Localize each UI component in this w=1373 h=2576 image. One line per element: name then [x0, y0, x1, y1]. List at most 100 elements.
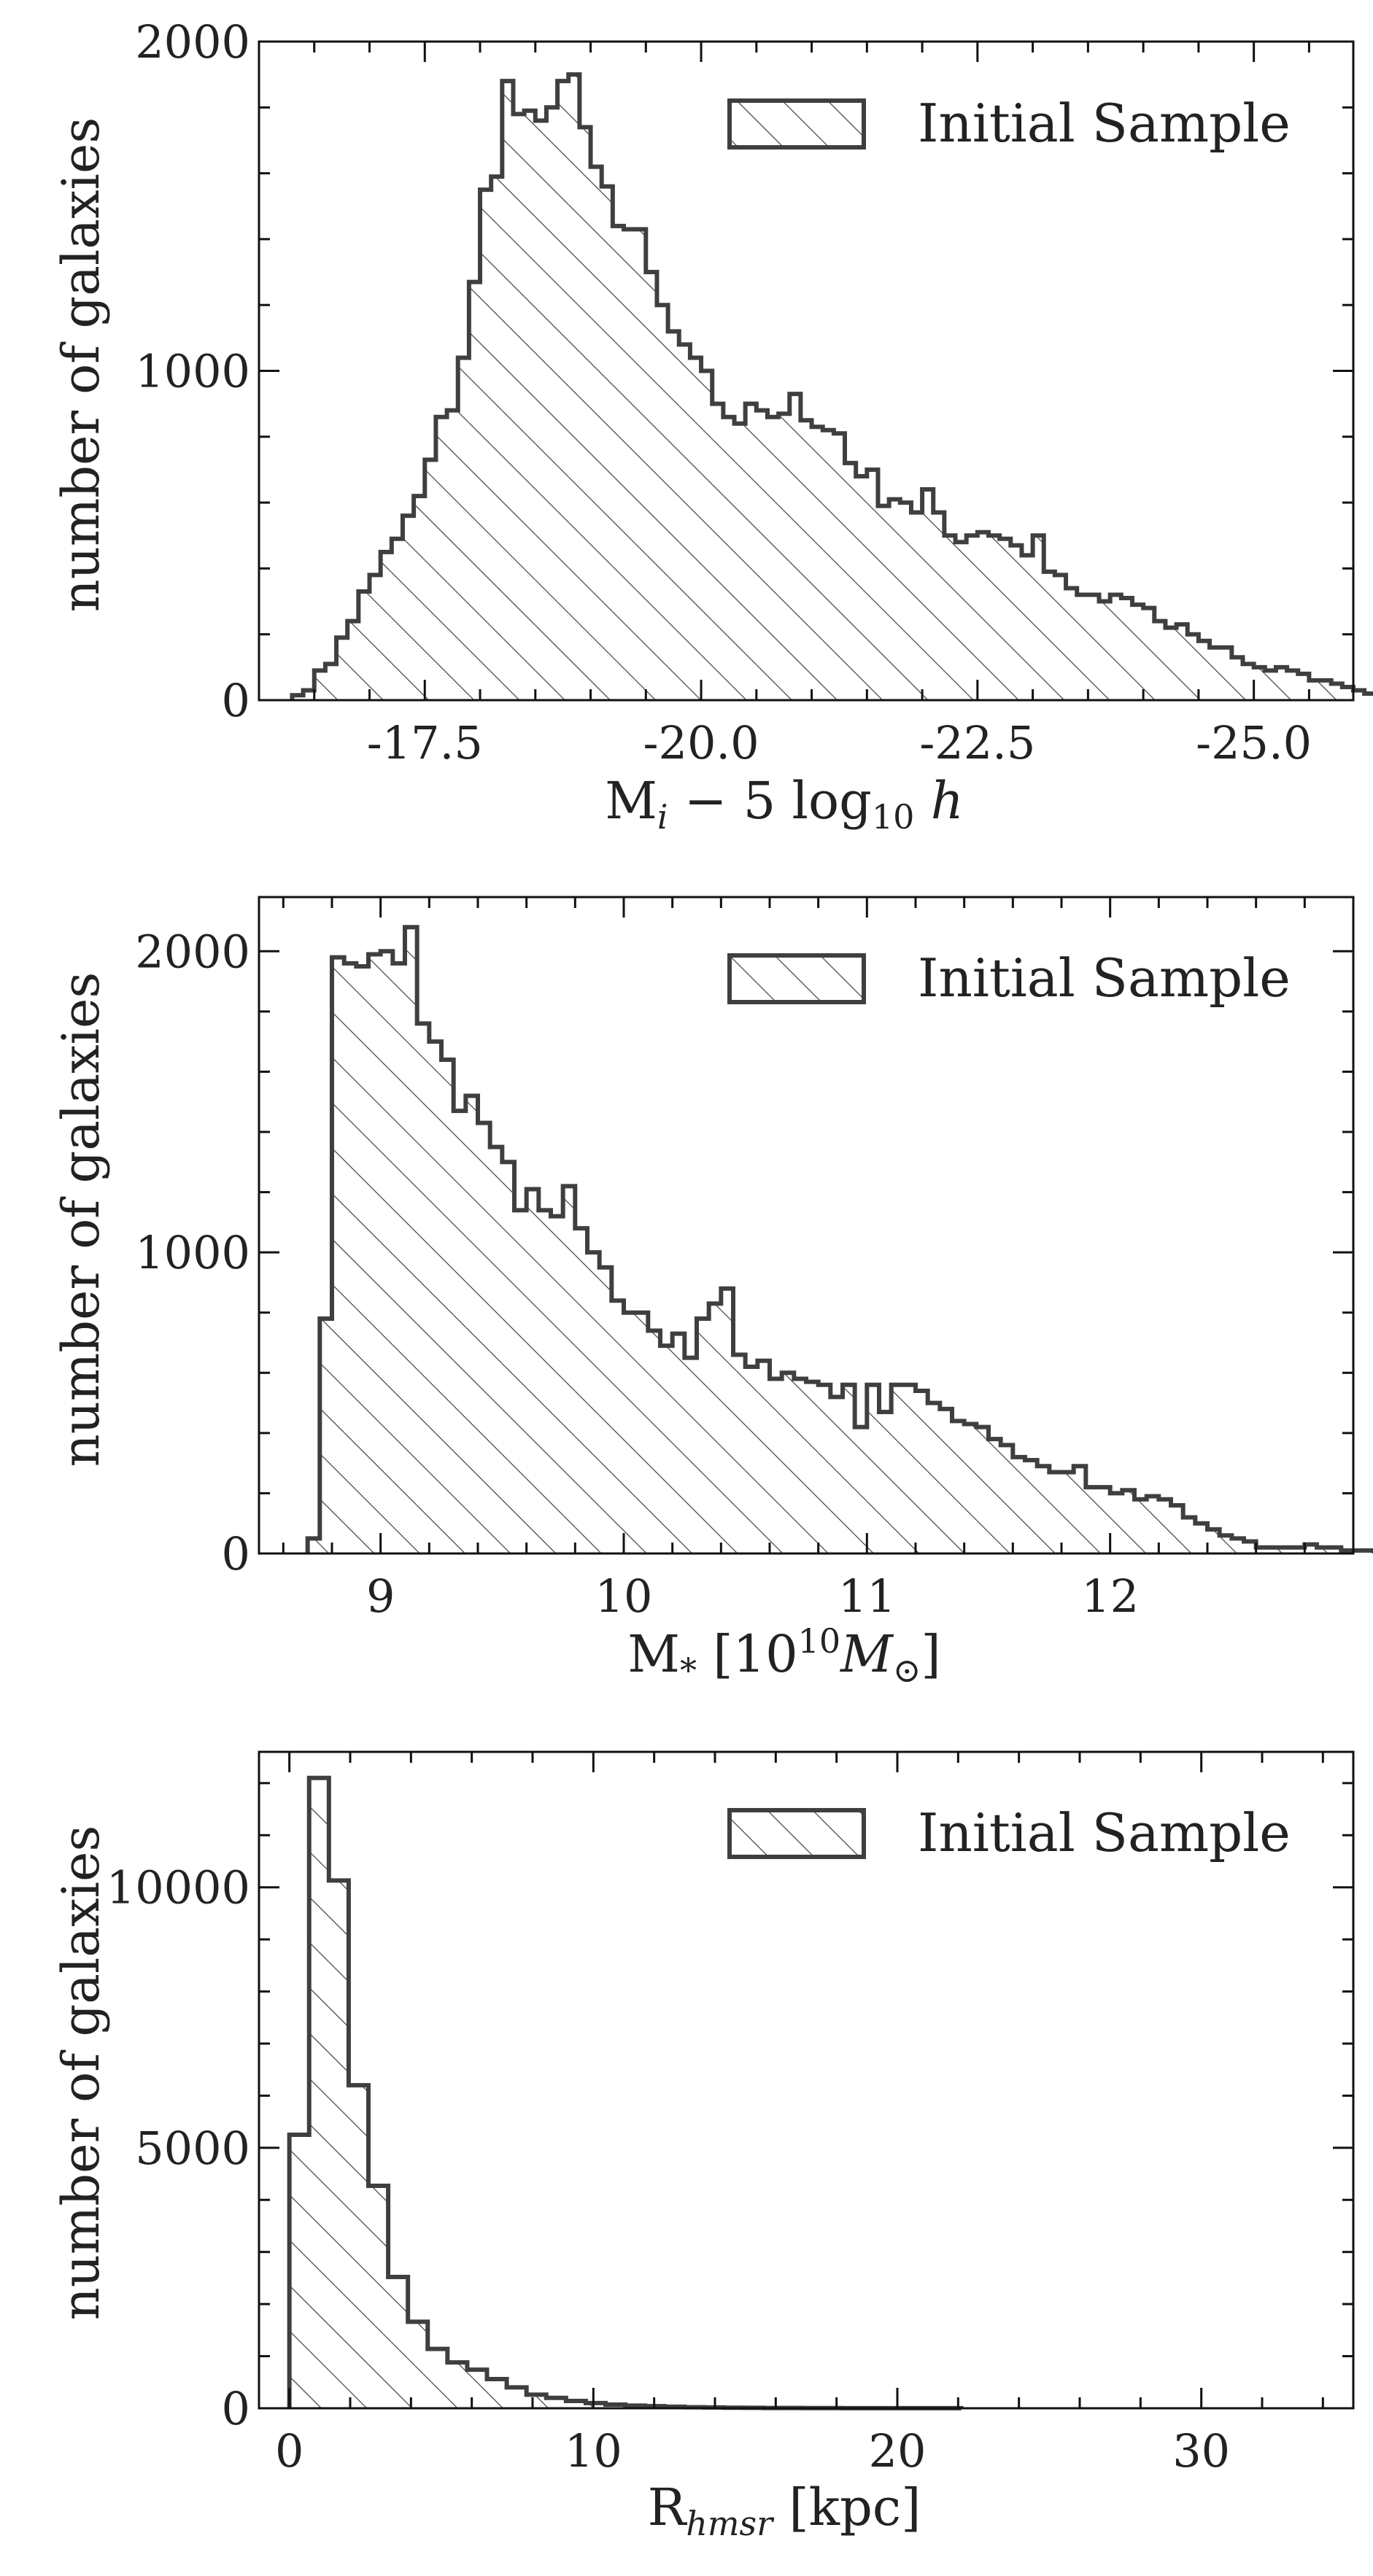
half-mass-radius-histogram-bin	[546, 2397, 566, 2408]
magnitude-histogram-bin	[358, 591, 370, 700]
half-mass-radius-histogram-bin	[487, 2379, 507, 2408]
magnitude-xlabel: Mi − 5 log10 h	[605, 771, 964, 837]
magnitude-histogram-bin	[822, 430, 834, 700]
magnitude-plot-area: -17.5 -20.0 -22.5 -25.0 0 1000 2000	[135, 15, 1373, 769]
magnitude-histogram-bin	[668, 331, 679, 700]
stellar-mass-histogram-bin	[1317, 1547, 1329, 1553]
stellar-mass-histogram-bin	[1049, 1472, 1061, 1553]
magnitude-ylabel: number of galaxies	[51, 117, 111, 613]
stellar-mass-histogram-bin	[1037, 1466, 1050, 1553]
magnitude-histogram-bin	[933, 512, 945, 700]
stellar-mass-histogram-bin	[502, 1162, 514, 1553]
half-mass-radius-histogram-bin	[368, 2186, 389, 2408]
magnitude-histogram-bin	[557, 81, 569, 701]
magnitude-histogram-bin	[1275, 667, 1288, 700]
stellar-mass-axes-frame	[258, 896, 1355, 1555]
magnitude-histogram-bin	[1221, 647, 1232, 700]
stellar-mass-histogram-bin	[453, 1111, 466, 1553]
magnitude-histogram-bin	[955, 542, 967, 700]
magnitude-histogram-bin	[1010, 545, 1022, 700]
stellar-mass-histogram-bin	[514, 1210, 527, 1553]
half-mass-radius-axes-frame	[258, 1750, 1355, 2410]
stellar-mass-histogram	[307, 927, 1373, 1553]
magnitude-histogram-bin	[1132, 605, 1144, 700]
stellar-mass-histogram-bin	[1244, 1541, 1256, 1553]
half-mass-radius-histogram-bin	[506, 2387, 527, 2408]
stellar-mass-histogram-bin	[344, 963, 357, 1553]
stellar-mass-x-tick-label: 9	[366, 1570, 395, 1623]
stellar-mass-histogram-bin	[635, 1312, 649, 1553]
stellar-mass-histogram-bin	[538, 1210, 551, 1553]
magnitude-histogram-bin	[480, 190, 492, 700]
magnitude-y-tick-label: 2000	[135, 15, 250, 69]
stellar-mass-histogram-bin	[562, 1186, 576, 1553]
stellar-mass-histogram-bin	[794, 1378, 806, 1553]
magnitude-histogram-bin	[546, 107, 558, 701]
stellar-mass-legend: Initial Sample	[727, 947, 1291, 1009]
stellar-mass-histogram-bin	[818, 1384, 831, 1553]
panel-magnitude: -17.5 -20.0 -22.5 -25.0 0 1000 2000 Initial Sa…	[51, 15, 1373, 837]
stellar-mass-histogram-bin	[843, 1384, 855, 1553]
magnitude-histogram-bin	[800, 420, 812, 700]
magnitude-histogram	[292, 74, 1373, 701]
magnitude-histogram-bin	[1077, 594, 1088, 700]
magnitude-histogram-bin	[1298, 673, 1310, 700]
magnitude-y-tick-label: 1000	[135, 345, 250, 398]
magnitude-histogram-bin	[867, 469, 878, 700]
stellar-mass-y-tick-label: 2000	[135, 925, 250, 978]
magnitude-histogram-bin	[524, 110, 535, 700]
half-mass-radius-y-tick-label: 0	[222, 2382, 250, 2435]
magnitude-histogram-bin	[1032, 535, 1044, 700]
stellar-mass-histogram-bin	[1013, 1456, 1025, 1553]
magnitude-histogram-bin	[1021, 555, 1033, 700]
magnitude-x-tick-label: -22.5	[919, 716, 1035, 769]
stellar-mass-histogram-bin	[927, 1403, 940, 1553]
stellar-mass-histogram-bin	[648, 1330, 660, 1553]
stellar-mass-histogram-bin	[660, 1346, 673, 1553]
half-mass-radius-histogram-bin	[526, 2394, 546, 2408]
stellar-mass-histogram-bin	[1025, 1460, 1037, 1553]
magnitude-histogram-bin	[502, 81, 514, 701]
stellar-mass-histogram-bin	[1110, 1493, 1123, 1553]
stellar-mass-histogram-bin	[551, 1216, 563, 1553]
magnitude-histogram-bin	[624, 229, 635, 700]
magnitude-histogram-bin	[889, 499, 900, 700]
magnitude-histogram-bin	[568, 74, 580, 700]
magnitude-histogram-bin	[1242, 664, 1254, 700]
half-mass-radius-y-tick-label: 10000	[107, 1861, 250, 1914]
stellar-mass-histogram-bin	[575, 1228, 587, 1553]
stellar-mass-x-tick-label: 10	[595, 1570, 653, 1623]
stellar-mass-histogram-bin	[332, 957, 344, 1553]
magnitude-histogram-bin	[1110, 594, 1121, 700]
magnitude-histogram-bin	[347, 621, 359, 700]
stellar-mass-histogram-bin	[1098, 1487, 1110, 1553]
stellar-mass-histogram-bin	[770, 1378, 782, 1553]
stellar-mass-histogram-bin	[392, 963, 405, 1553]
stellar-mass-histogram-bin	[356, 966, 368, 1553]
stellar-mass-histogram-bin	[964, 1424, 977, 1553]
magnitude-histogram-bin	[601, 186, 613, 700]
stellar-mass-histogram-bin	[745, 1367, 758, 1553]
half-mass-radius-ylabel: number of galaxies	[51, 1826, 111, 2321]
stellar-mass-histogram-bin	[903, 1384, 916, 1553]
half-mass-radius-x-tick-label: 20	[869, 2424, 927, 2478]
magnitude-x-tick-label: -17.5	[367, 716, 483, 769]
panel-stellar-mass: 9 10 11 12 0 1000 2000 Initial Sample number o…	[51, 896, 1373, 1690]
magnitude-histogram-bin	[579, 127, 591, 700]
magnitude-histogram-bin	[457, 357, 469, 700]
stellar-mass-histogram-bin	[587, 1252, 600, 1553]
magnitude-histogram-bin	[767, 416, 779, 700]
stellar-mass-histogram-bin	[490, 1147, 503, 1553]
stellar-mass-histogram-bin	[1159, 1499, 1171, 1553]
stellar-mass-histogram-bin	[478, 1122, 490, 1553]
magnitude-histogram-bin	[845, 462, 856, 700]
magnitude-legend-swatch	[727, 98, 866, 150]
stellar-mass-histogram-bin	[1231, 1538, 1244, 1553]
stellar-mass-histogram-bin	[781, 1373, 794, 1553]
magnitude-histogram-bin	[1309, 680, 1320, 700]
magnitude-histogram-bin	[745, 403, 757, 700]
magnitude-histogram-bin	[689, 357, 702, 700]
magnitude-histogram-bin	[1165, 627, 1177, 700]
magnitude-histogram-bin	[1342, 686, 1353, 700]
